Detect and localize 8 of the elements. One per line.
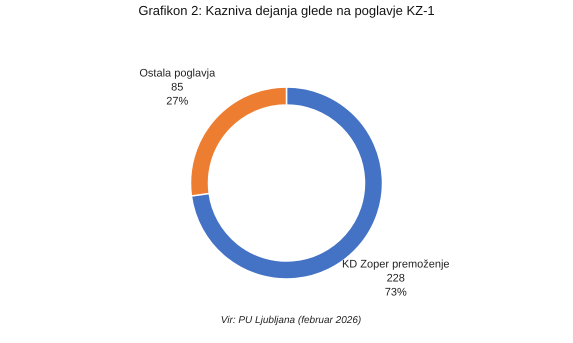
text: Vir: PU Ljubljana (februar 2026) xyxy=(220,315,362,326)
slice-label: Ostala poglavja xyxy=(139,68,216,80)
chart-title: Grafikon 2: Kazniva dejanja glede na poglavje KZ-1 xyxy=(138,3,435,18)
text: 73% xyxy=(384,286,407,298)
data-label: 85 xyxy=(171,82,184,94)
slice-label: KD Zoper premoženje xyxy=(342,258,450,270)
text: 27% xyxy=(166,96,188,108)
data-label: 228 xyxy=(386,272,405,284)
